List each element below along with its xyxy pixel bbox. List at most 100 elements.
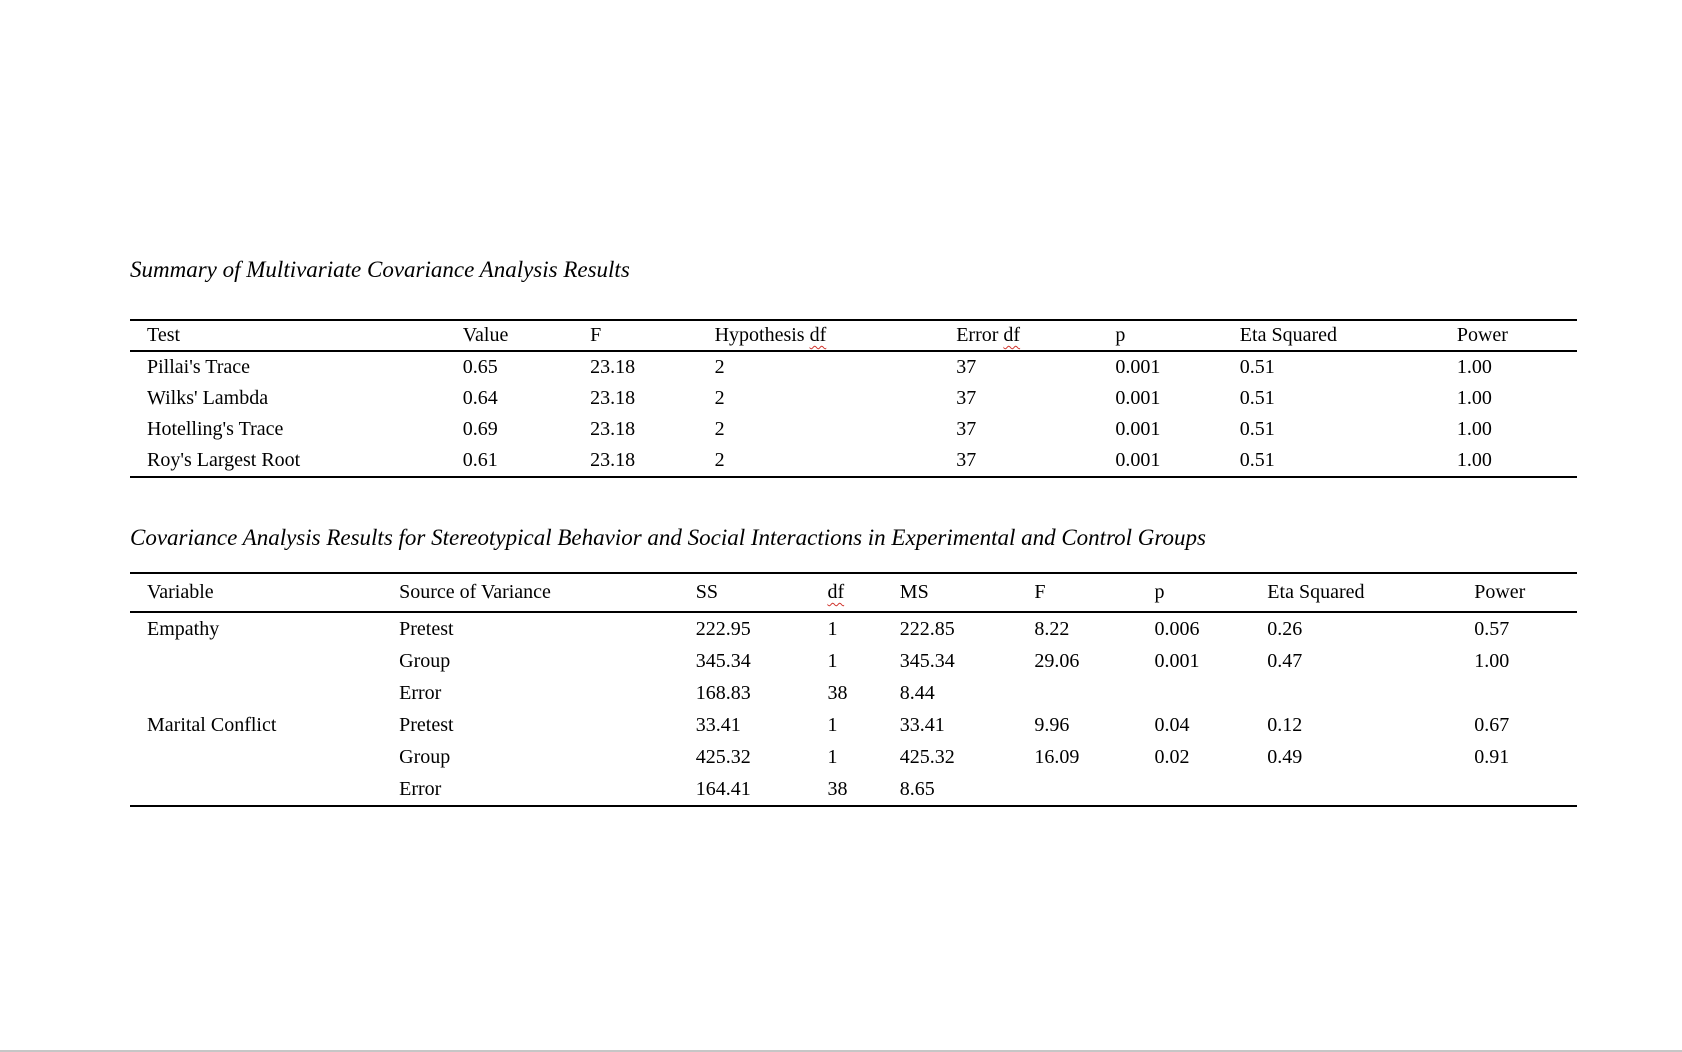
cell-power: 1.00: [1456, 418, 1492, 440]
cell-df: 1: [827, 713, 838, 736]
col-header-source-of-variance: Source of Variance: [399, 572, 696, 613]
table-row-empathy-error: Error 168.83 38 8.44: [130, 677, 1577, 709]
table-row-wilks-lambda: Wilks' Lambda 0.64 23.18 2 37 0.001 0.51…: [130, 383, 1577, 414]
cell-error-df: 37: [956, 387, 977, 409]
col-header-label: Eta Squared: [1267, 581, 1365, 603]
col-header-label: p: [1115, 324, 1126, 346]
table-row-pillais-trace: Pillai's Trace 0.65 23.18 2 37 0.001 0.5…: [130, 351, 1577, 383]
cell-p: 0.001: [1115, 387, 1161, 409]
cell-variable: [130, 677, 399, 709]
spellcheck-underline: df: [1003, 324, 1021, 346]
cell-error-df: 37: [956, 445, 1116, 478]
cell-ms: 345.34: [899, 649, 955, 672]
cell-variable: Empathy: [147, 617, 220, 640]
col-header-label: Variable: [147, 581, 214, 603]
cell-ss: 222.95: [695, 617, 751, 640]
col-header-f: F: [1034, 572, 1155, 613]
col-header-hypothesis-df: Hypothesis df: [714, 319, 957, 352]
col-header-eta-squared: Eta Squared: [1267, 572, 1475, 613]
col-header-label: F: [590, 324, 602, 346]
col-header-power: Power: [1474, 572, 1577, 613]
cell-source: Group: [399, 649, 451, 672]
col-header-label: Eta Squared: [1239, 324, 1337, 346]
cell-p: [1154, 773, 1268, 807]
cell-f: [1034, 773, 1155, 807]
col-header-label: SS: [695, 581, 719, 603]
cell-eta-squared: [1267, 773, 1475, 807]
cell-df: 1: [827, 745, 838, 768]
cell-eta-squared: 0.51: [1239, 418, 1275, 440]
cell-ss: 164.41: [695, 773, 828, 807]
table-row-marital-conflict-group: Group 425.32 1 425.32 16.09 0.02 0.49 0.…: [130, 741, 1577, 773]
cell-hypothesis-df: 2: [714, 418, 725, 440]
cell-ms: 222.85: [899, 617, 955, 640]
cell-f: 29.06: [1034, 649, 1080, 672]
col-header-label: F: [1034, 581, 1046, 603]
cell-ms: 33.41: [899, 713, 945, 736]
cell-source: Group: [399, 745, 451, 768]
cell-eta-squared: 0.12: [1267, 713, 1303, 736]
cell-variable: [130, 645, 399, 677]
table1-title: Summary of Multivariate Covariance Analy…: [130, 257, 630, 282]
cell-df: 38: [827, 681, 848, 704]
col-header-f: F: [590, 319, 715, 352]
table2-title: Covariance Analysis Results for Stereoty…: [130, 525, 1206, 550]
cell-f: 23.18: [590, 445, 715, 478]
table-row-empathy-group: Group 345.34 1 345.34 29.06 0.001 0.47 1…: [130, 645, 1577, 677]
cell-hypothesis-df: 2: [714, 387, 725, 409]
cell-f: 16.09: [1034, 745, 1080, 768]
cell-power: 1.00: [1456, 387, 1492, 409]
cell-ms: 8.65: [899, 773, 1035, 807]
cell-f: [1034, 677, 1154, 709]
cell-ss: 168.83: [695, 681, 751, 704]
cell-power: [1474, 773, 1577, 807]
cell-error-df: 37: [956, 356, 977, 378]
spellcheck-underline: df: [827, 581, 845, 603]
cell-df: 1: [827, 617, 838, 640]
col-header-label: Hypothesis: [714, 324, 805, 346]
col-header-label: Power: [1474, 581, 1526, 603]
cell-eta-squared: 0.51: [1239, 387, 1275, 409]
col-header-test: Test: [130, 319, 463, 352]
spellcheck-underline: df: [809, 324, 827, 346]
cell-power: 1.00: [1456, 356, 1492, 378]
col-header-p: p: [1115, 319, 1240, 352]
cell-p: 0.02: [1154, 745, 1190, 768]
cell-test: Hotelling's Trace: [147, 418, 284, 440]
cell-p: 0.006: [1154, 617, 1200, 640]
cell-eta-squared: [1267, 677, 1474, 709]
cell-p: 0.04: [1154, 713, 1190, 736]
col-header-label: Test: [147, 324, 181, 346]
col-header-error-df: Error df: [956, 319, 1116, 352]
cell-p: 0.001: [1115, 445, 1240, 478]
col-header-df: df: [827, 572, 900, 613]
cell-test: Roy's Largest Root: [130, 445, 463, 478]
cell-power: 1.00: [1474, 649, 1510, 672]
table2-header-row: Variable Source of Variance SS df MS F p…: [130, 572, 1577, 613]
cell-variable: [130, 741, 399, 773]
cell-ss: 345.34: [695, 649, 751, 672]
cell-source: Pretest: [399, 617, 454, 640]
cell-ss: 425.32: [695, 745, 751, 768]
table-row-marital-conflict-pretest: Marital Conflict Pretest 33.41 1 33.41 9…: [130, 709, 1577, 741]
table-row-marital-conflict-error: Error 164.41 38 8.65: [130, 773, 1577, 807]
cell-p: 0.001: [1115, 356, 1161, 378]
cell-ms: 8.44: [899, 681, 935, 704]
cell-p: [1154, 677, 1267, 709]
table1-header-row: Test Value F Hypothesis df Error df p Et…: [130, 319, 1577, 352]
cell-variable: Marital Conflict: [147, 713, 277, 736]
cell-error-df: 37: [956, 418, 977, 440]
cell-df: 38: [827, 773, 900, 807]
cell-eta-squared: 0.49: [1267, 745, 1303, 768]
cell-f: 23.18: [590, 418, 636, 440]
cell-value: 0.69: [462, 418, 498, 440]
cell-f: 9.96: [1034, 713, 1070, 736]
col-header-label: Error: [956, 324, 999, 346]
cell-source: Error: [399, 773, 696, 807]
cell-eta-squared: 0.26: [1267, 617, 1303, 640]
table-row-roys-largest-root: Roy's Largest Root 0.61 23.18 2 37 0.001…: [130, 445, 1577, 478]
cell-variable: [130, 773, 400, 807]
cell-df: 1: [827, 649, 838, 672]
cell-ms: 425.32: [899, 745, 955, 768]
cell-source: Error: [399, 681, 442, 704]
